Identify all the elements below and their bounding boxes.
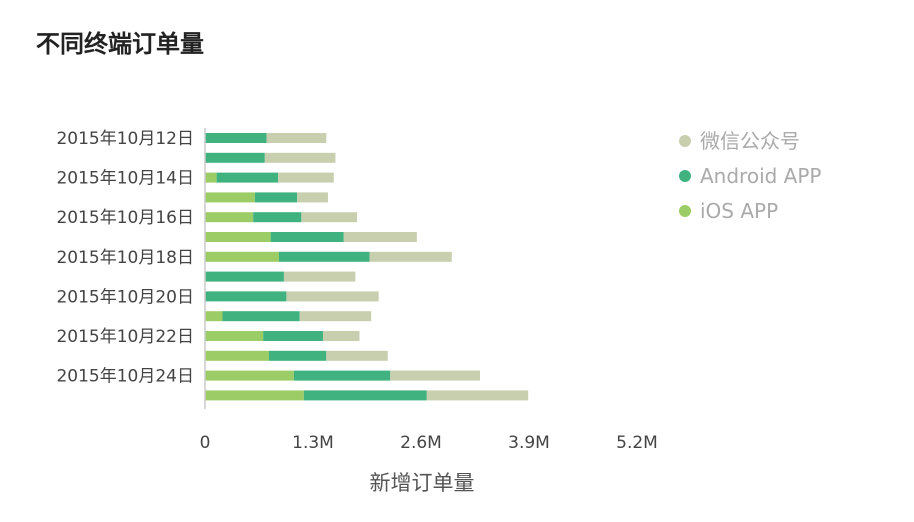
- bar-segment-1-13: [303, 390, 427, 401]
- bar-segment-0-2: [205, 172, 217, 183]
- bar-segment-2-0: [266, 133, 327, 143]
- bars-group: [205, 133, 529, 401]
- bar-segment-1-7: [205, 271, 284, 282]
- legend: 微信公众号 Android APP iOS APP: [679, 129, 821, 223]
- bar-segment-2-10: [322, 331, 360, 341]
- x-tick-label: 2.6M: [400, 433, 442, 453]
- legend-marker: [679, 135, 691, 147]
- y-tick-labels: 2015年10月12日 2015年10月14日 2015年10月16日 2015年10…: [56, 129, 194, 387]
- chart-title: 不同终端订单量: [36, 30, 204, 58]
- x-tick-label: 1.3M: [292, 433, 334, 453]
- bar-segment-0-5: [205, 232, 271, 242]
- bar-segment-0-12: [205, 370, 294, 381]
- bar-segment-0-4: [205, 212, 254, 223]
- bar-segment-1-6: [278, 251, 370, 262]
- bar-segment-1-5: [270, 232, 344, 242]
- bar-segment-1-11: [268, 350, 327, 361]
- bar-segment-0-6: [205, 251, 279, 262]
- bar-segment-2-6: [369, 251, 452, 262]
- bar-segment-1-9: [222, 311, 300, 322]
- legend-marker: [679, 170, 691, 182]
- bar-segment-2-12: [390, 370, 480, 381]
- bar-segment-1-0: [205, 133, 267, 143]
- x-axis-label: 新增订单量: [370, 471, 475, 495]
- bar-segment-2-5: [343, 232, 417, 242]
- bar-segment-2-2: [278, 172, 334, 183]
- y-tick-label: 2015年10月14日: [56, 169, 194, 189]
- bar-segment-0-3: [205, 192, 255, 203]
- x-tick-labels: 0 1.3M 2.6M 3.9M 5.2M: [200, 433, 658, 453]
- bar-segment-1-12: [293, 370, 391, 381]
- legend-label: iOS APP: [700, 199, 778, 223]
- x-tick-label: 3.9M: [508, 433, 550, 453]
- legend-label: Android APP: [700, 164, 821, 188]
- bar-segment-1-2: [216, 172, 279, 183]
- bar-segment-0-13: [205, 390, 304, 401]
- bar-segment-2-9: [299, 311, 372, 322]
- bar-segment-2-13: [426, 390, 529, 401]
- legend-label: 微信公众号: [700, 129, 800, 153]
- bar-segment-0-11: [205, 350, 269, 361]
- bar-segment-2-3: [297, 192, 328, 203]
- bar-segment-2-8: [286, 291, 379, 302]
- y-tick-label: 2015年10月18日: [56, 248, 194, 268]
- y-tick-label: 2015年10月24日: [56, 367, 194, 387]
- bar-segment-2-4: [301, 212, 358, 223]
- bar-segment-1-10: [263, 331, 323, 341]
- x-tick-label: 0: [200, 433, 211, 453]
- bar-segment-0-10: [205, 331, 264, 341]
- bar-segment-0-9: [205, 311, 223, 322]
- bar-segment-2-11: [326, 350, 388, 361]
- legend-marker: [679, 205, 691, 217]
- bar-segment-1-8: [205, 291, 287, 302]
- y-tick-label: 2015年10月20日: [56, 287, 194, 307]
- bar-segment-1-3: [254, 192, 298, 203]
- y-tick-label: 2015年10月16日: [56, 208, 194, 228]
- bar-segment-1-1: [205, 152, 265, 163]
- bar-segment-2-1: [264, 152, 336, 163]
- bar-segment-2-7: [283, 271, 356, 282]
- y-tick-label: 2015年10月12日: [56, 129, 194, 149]
- x-tick-label: 5.2M: [616, 433, 658, 453]
- bar-segment-1-4: [253, 212, 302, 223]
- y-tick-label: 2015年10月22日: [56, 327, 194, 347]
